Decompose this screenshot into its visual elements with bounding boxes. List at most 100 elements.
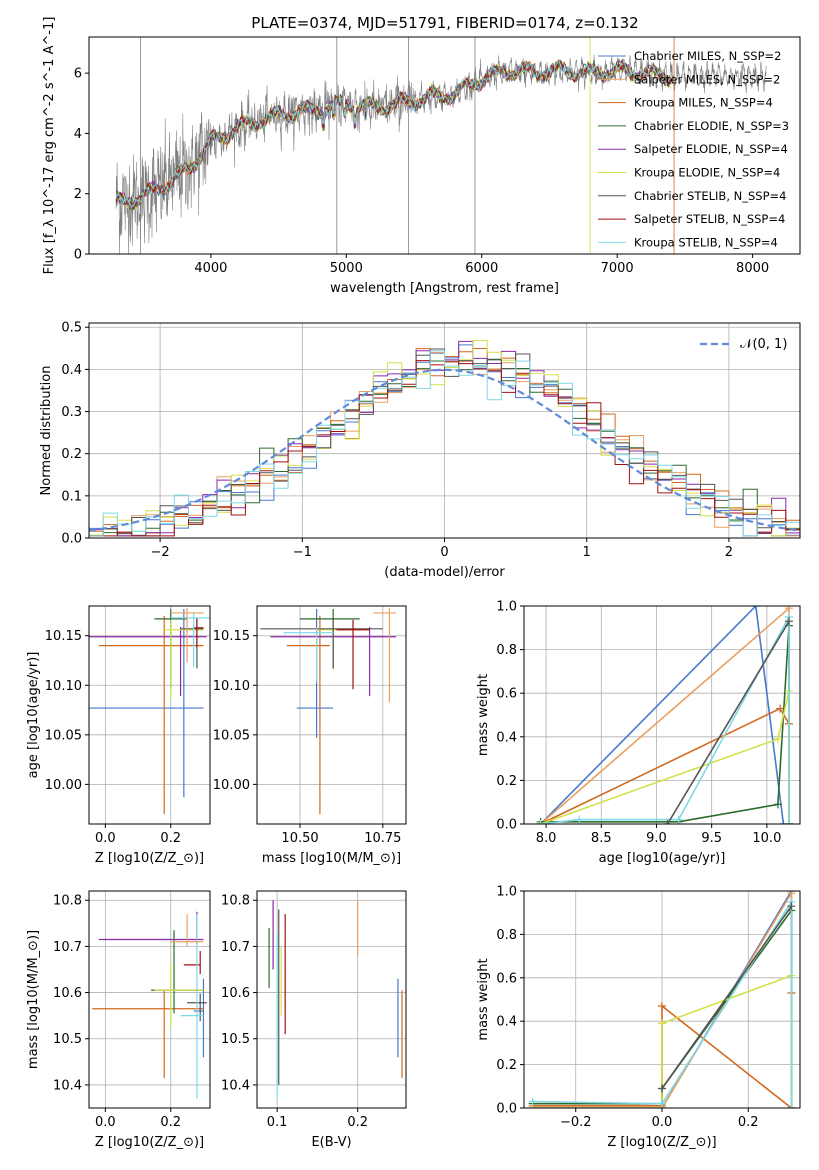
legend-entry: 𝒩(0, 1) — [740, 337, 787, 352]
x-tick-label: 0.0 — [95, 831, 116, 846]
y-tick-label: 0.2 — [496, 1058, 517, 1073]
legend-entry: Salpeter ELODIE, N_SSP=4 — [634, 142, 788, 156]
legend-entry: Salpeter STELIB, N_SSP=4 — [634, 212, 785, 226]
x-tick-label: 2 — [725, 545, 733, 560]
mass-weight-point — [776, 704, 785, 713]
y-tick-label: 6 — [74, 67, 82, 82]
x-tick-label: 10.75 — [364, 831, 401, 846]
x-tick-label: 9.0 — [646, 831, 667, 846]
spectrum-axes: 4000 5000 6000 7000 8000 0 2 4 6 wavelength [Angs… — [42, 17, 769, 296]
y-tick-label: 0.8 — [496, 928, 517, 943]
y-tick-label: 1.0 — [496, 600, 517, 615]
x-axis-label: age [log10(age/yr)] — [599, 851, 726, 866]
age-vs-Z-plot-area — [89, 607, 210, 815]
y-tick-label: 0.0 — [496, 1102, 517, 1117]
mass-weight-point — [663, 820, 672, 824]
mass-weight-series-line — [666, 620, 790, 824]
y-tick-label: 10.15 — [45, 629, 82, 644]
x-tick-label: 0.0 — [95, 1115, 116, 1130]
x-tick-label: 0 — [440, 545, 448, 560]
y-tick-label: 2 — [74, 187, 82, 202]
x-tick-label: 7000 — [601, 261, 634, 276]
y-axis-label: mass weight — [476, 958, 491, 1040]
y-tick-label: 0.4 — [496, 1015, 517, 1030]
mass-vs-Z-frame — [88, 890, 211, 1109]
y-tick-label: 0.8 — [496, 643, 517, 658]
mass-weight-point — [658, 1084, 666, 1093]
x-tick-label: −2 — [151, 545, 170, 560]
mass-vs-Z-plot-area — [92, 911, 207, 1099]
x-tick-label: 8.0 — [536, 831, 557, 846]
x-axis-label: E(B-V) — [311, 1135, 351, 1150]
y-axis-label: mass [log10(M/M_⊙)] — [26, 930, 41, 1069]
x-tick-label: 0.2 — [160, 1115, 181, 1130]
age-vs-mass-frame — [256, 605, 407, 825]
normal-reference-curve — [89, 368, 800, 532]
y-tick-label: 10.5 — [221, 1032, 250, 1047]
y-tick-label: 10.10 — [45, 679, 82, 694]
legend-entry: Chabrier ELODIE, N_SSP=3 — [634, 119, 789, 133]
y-tick-label: 10.4 — [221, 1078, 250, 1093]
mass-weight-point — [528, 1097, 537, 1106]
y-tick-label: 10.4 — [53, 1078, 82, 1093]
mass-vs-Z-axes: 0.0 0.2 10.4 10.5 10.6 10.7 10.8 Z [log10(Z/Z_⊙… — [26, 891, 210, 1150]
mass-weight-point — [773, 800, 782, 809]
spectrum-plot-area — [115, 37, 767, 254]
x-tick-label: 0.2 — [160, 831, 181, 846]
mass-weight-point — [787, 902, 796, 911]
mass-weight-point — [784, 617, 793, 626]
x-tick-label: 9.5 — [701, 831, 722, 846]
x-tick-label: 8.5 — [591, 831, 612, 846]
residual-histogram-frame — [88, 322, 801, 539]
age-vs-Z-frame — [88, 605, 211, 825]
y-tick-label: 10.7 — [53, 940, 82, 955]
y-tick-label: 10.6 — [221, 986, 250, 1001]
x-tick-label: 4000 — [194, 261, 227, 276]
mass-weight-series-line — [661, 905, 793, 1089]
y-axis-label: mass weight — [476, 674, 491, 756]
mass-weight-point — [751, 606, 760, 610]
legend-entry: Chabrier STELIB, N_SSP=4 — [634, 189, 786, 203]
y-axis-label: age [log10(age/yr)] — [26, 652, 41, 779]
x-tick-label: 8000 — [736, 261, 769, 276]
mass-weight-series-line — [540, 606, 790, 824]
x-tick-label: 10.0 — [752, 831, 781, 846]
x-axis-label: Z [log10(Z/Z_⊙)] — [95, 1135, 204, 1150]
residual-histogram-step — [89, 350, 800, 537]
age-vs-Z-axes: 0.0 0.2 10.00 10.05 10.10 10.15 Z [log10(Z/Z_⊙… — [26, 606, 210, 866]
y-tick-label: 10.7 — [221, 940, 250, 955]
x-tick-label: 5000 — [330, 261, 363, 276]
mass-weight-vs-age-plot-area — [536, 606, 793, 824]
mass-weight-series-line — [540, 606, 785, 824]
mass-weight-point — [658, 1002, 666, 1011]
mass-weight-vs-Z-axes: −0.2 0.0 0.2 0.0 0.2 0.4 0.6 0.8 1.0 Z [log10(Z/Z… — [476, 885, 800, 1150]
y-tick-label: 0.2 — [496, 774, 517, 789]
legend-entry: Salpeter MILES, N_SSP=2 — [634, 72, 780, 86]
mass-weight-series-line — [540, 707, 790, 824]
y-tick-label: 0 — [74, 248, 82, 263]
y-tick-label: 10.8 — [53, 894, 82, 909]
x-axis-label: (data-model)/error — [384, 565, 505, 580]
y-axis-label: Flux [f_λ 10^-17 erg cm^-2 s^-1 A^-1] — [42, 17, 57, 275]
y-tick-label: 0.0 — [496, 818, 517, 833]
mass-vs-EBV-frame — [256, 890, 407, 1109]
y-tick-label: 10.05 — [213, 728, 250, 743]
mass-weight-vs-age-axes: 8.0 8.5 9.0 9.5 10.0 0.0 0.2 0.4 0.6 0.8 1.0 age [l… — [476, 600, 800, 866]
legend-entry: Kroupa STELIB, N_SSP=4 — [634, 235, 778, 249]
y-tick-label: 0.4 — [61, 363, 82, 378]
mass-weight-point — [674, 815, 683, 824]
y-tick-label: 0.5 — [61, 321, 82, 336]
mass-weight-vs-age-frame — [523, 605, 801, 825]
y-tick-label: 1.0 — [496, 885, 517, 900]
x-tick-label: 0.0 — [652, 1115, 673, 1130]
mass-weight-vs-Z-frame — [523, 890, 801, 1109]
residual-histogram-axes: −2 −1 0 1 2 0.0 0.1 0.2 0.3 0.4 0.5 (data-model)/er… — [39, 321, 800, 580]
x-tick-label: 6000 — [465, 261, 498, 276]
mass-weight-point — [773, 734, 782, 743]
mass-weight-point — [536, 820, 545, 824]
y-tick-label: 0.2 — [61, 447, 82, 462]
y-tick-label: 10.8 — [221, 894, 250, 909]
y-tick-label: 10.15 — [213, 629, 250, 644]
mass-vs-EBV-plot-area — [268, 900, 403, 1099]
